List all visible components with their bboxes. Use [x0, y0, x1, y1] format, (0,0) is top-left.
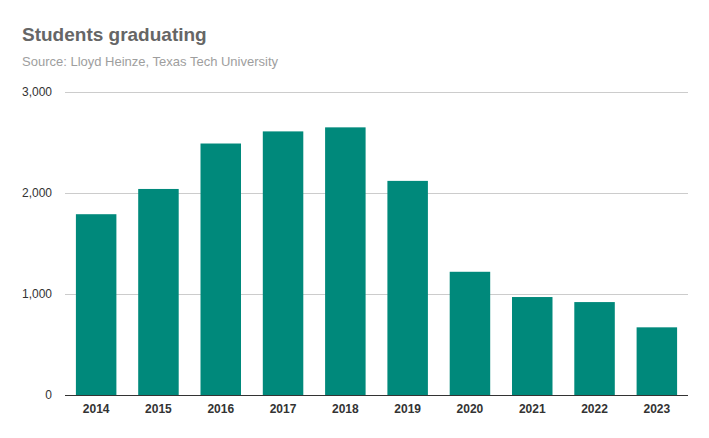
bars	[76, 127, 677, 395]
x-tick-label: 2016	[207, 402, 234, 416]
bar	[574, 302, 614, 395]
y-tick-label: 3,000	[22, 85, 52, 99]
x-tick-label: 2015	[145, 402, 172, 416]
y-tick-label: 1,000	[22, 287, 52, 301]
y-tick-label: 2,000	[22, 186, 52, 200]
bar	[263, 131, 303, 395]
grid	[65, 92, 688, 395]
bar	[387, 181, 427, 395]
subtitle: Source: Lloyd Heinze, Texas Tech Univers…	[22, 54, 279, 69]
x-tick-label: 2021	[519, 402, 546, 416]
x-tick-label: 2023	[643, 402, 670, 416]
chart: Students graduating Source: Lloyd Heinze,…	[0, 0, 709, 438]
x-tick-label: 2020	[457, 402, 484, 416]
bar	[138, 189, 178, 395]
x-tick-label: 2019	[394, 402, 421, 416]
bar	[201, 144, 241, 395]
grid-line	[65, 92, 688, 93]
bar	[76, 214, 116, 395]
title: Students graduating	[22, 24, 207, 45]
bar	[512, 297, 552, 395]
x-tick-label: 2018	[332, 402, 359, 416]
page: {"chart_data": {"type": "bar", "title": …	[0, 0, 709, 438]
y-tick-label: 0	[45, 388, 52, 402]
bar	[325, 127, 365, 395]
x-tick-label: 2022	[581, 402, 608, 416]
bar	[637, 327, 677, 395]
bar	[450, 272, 490, 395]
x-tick-label: 2017	[270, 402, 297, 416]
x-tick-label: 2014	[83, 402, 110, 416]
